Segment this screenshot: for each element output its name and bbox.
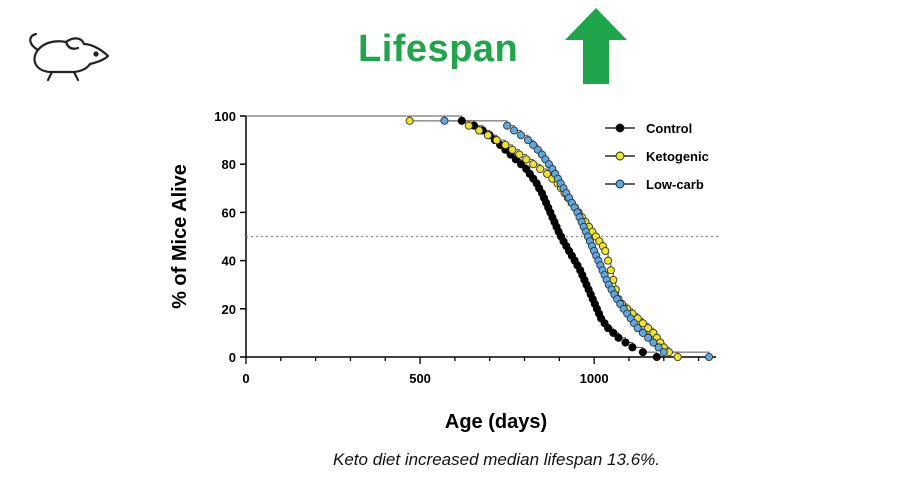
data-point-ketogenic [464,121,473,130]
data-point-ketogenic [606,266,615,275]
legend-marker [615,123,625,133]
y-tick-label: 80 [222,157,236,172]
data-point-control [628,343,637,352]
data-point-ketogenic [644,324,653,333]
data-point-low-carb [704,352,714,362]
caption: Keto diet increased median lifespan 13.6… [333,450,660,469]
data-point-ketogenic [604,256,613,265]
legend-label: Control [646,121,692,136]
data-point-low-carb [633,324,642,333]
x-axis-label: Age (days) [445,411,547,433]
y-tick-label: 40 [222,254,236,269]
data-point-ketogenic [475,126,484,135]
data-point-ketogenic [501,140,510,149]
data-point-ketogenic [638,319,647,328]
x-tick-label: 0 [242,371,249,386]
data-point-low-carb [440,116,449,125]
data-point-low-carb [510,126,519,135]
data-point-control [614,333,623,342]
data-point-ketogenic [508,145,517,154]
data-point-ketogenic [515,150,524,159]
data-point-ketogenic [601,246,610,256]
data-point-ketogenic [673,352,682,362]
legend-marker [615,179,625,189]
data-point-control [604,324,613,333]
data-point-ketogenic [536,164,545,174]
data-point-control [652,352,661,362]
legend-label: Low-carb [646,177,704,192]
legend-marker [615,151,625,161]
data-point-low-carb [503,121,512,130]
legend-item-ketogenic: Ketogenic [605,149,709,164]
legend-item-low-carb: Low-carb [605,177,704,192]
data-point-low-carb [638,328,647,337]
data-point-ketogenic [522,155,531,164]
data-point-control [638,348,647,357]
x-tick-label: 1000 [580,371,609,386]
data-point-low-carb [649,338,658,347]
data-point-ketogenic [405,116,414,125]
y-tick-label: 0 [229,350,236,365]
data-point-control [621,338,630,347]
up-arrow-icon [565,8,627,84]
chart-points [405,116,714,362]
data-point-low-carb [654,343,663,352]
data-point-control [457,116,466,125]
y-axis-label: % of Mice Alive [169,164,191,309]
data-point-ketogenic [529,160,538,169]
data-point-ketogenic [483,131,493,140]
mouse-icon [29,32,110,82]
data-point-ketogenic [492,136,501,145]
data-point-low-carb [659,348,668,357]
x-tick-label: 500 [409,371,431,386]
y-tick-label: 100 [214,109,236,124]
legend-item-control: Control [605,121,692,136]
data-point-control [609,328,618,337]
chart-legend: Control Ketogenic Low-carb [605,121,709,192]
data-point-low-carb [644,333,653,342]
data-point-ketogenic [543,169,552,178]
legend-label: Ketogenic [646,149,709,164]
y-tick-label: 20 [222,302,236,317]
y-tick-label: 60 [222,205,236,220]
data-point-low-carb [529,140,538,149]
data-point-low-carb [516,131,526,140]
data-point-low-carb [523,136,533,145]
data-point-control [516,160,526,169]
slide-title: Lifespan [358,28,519,70]
